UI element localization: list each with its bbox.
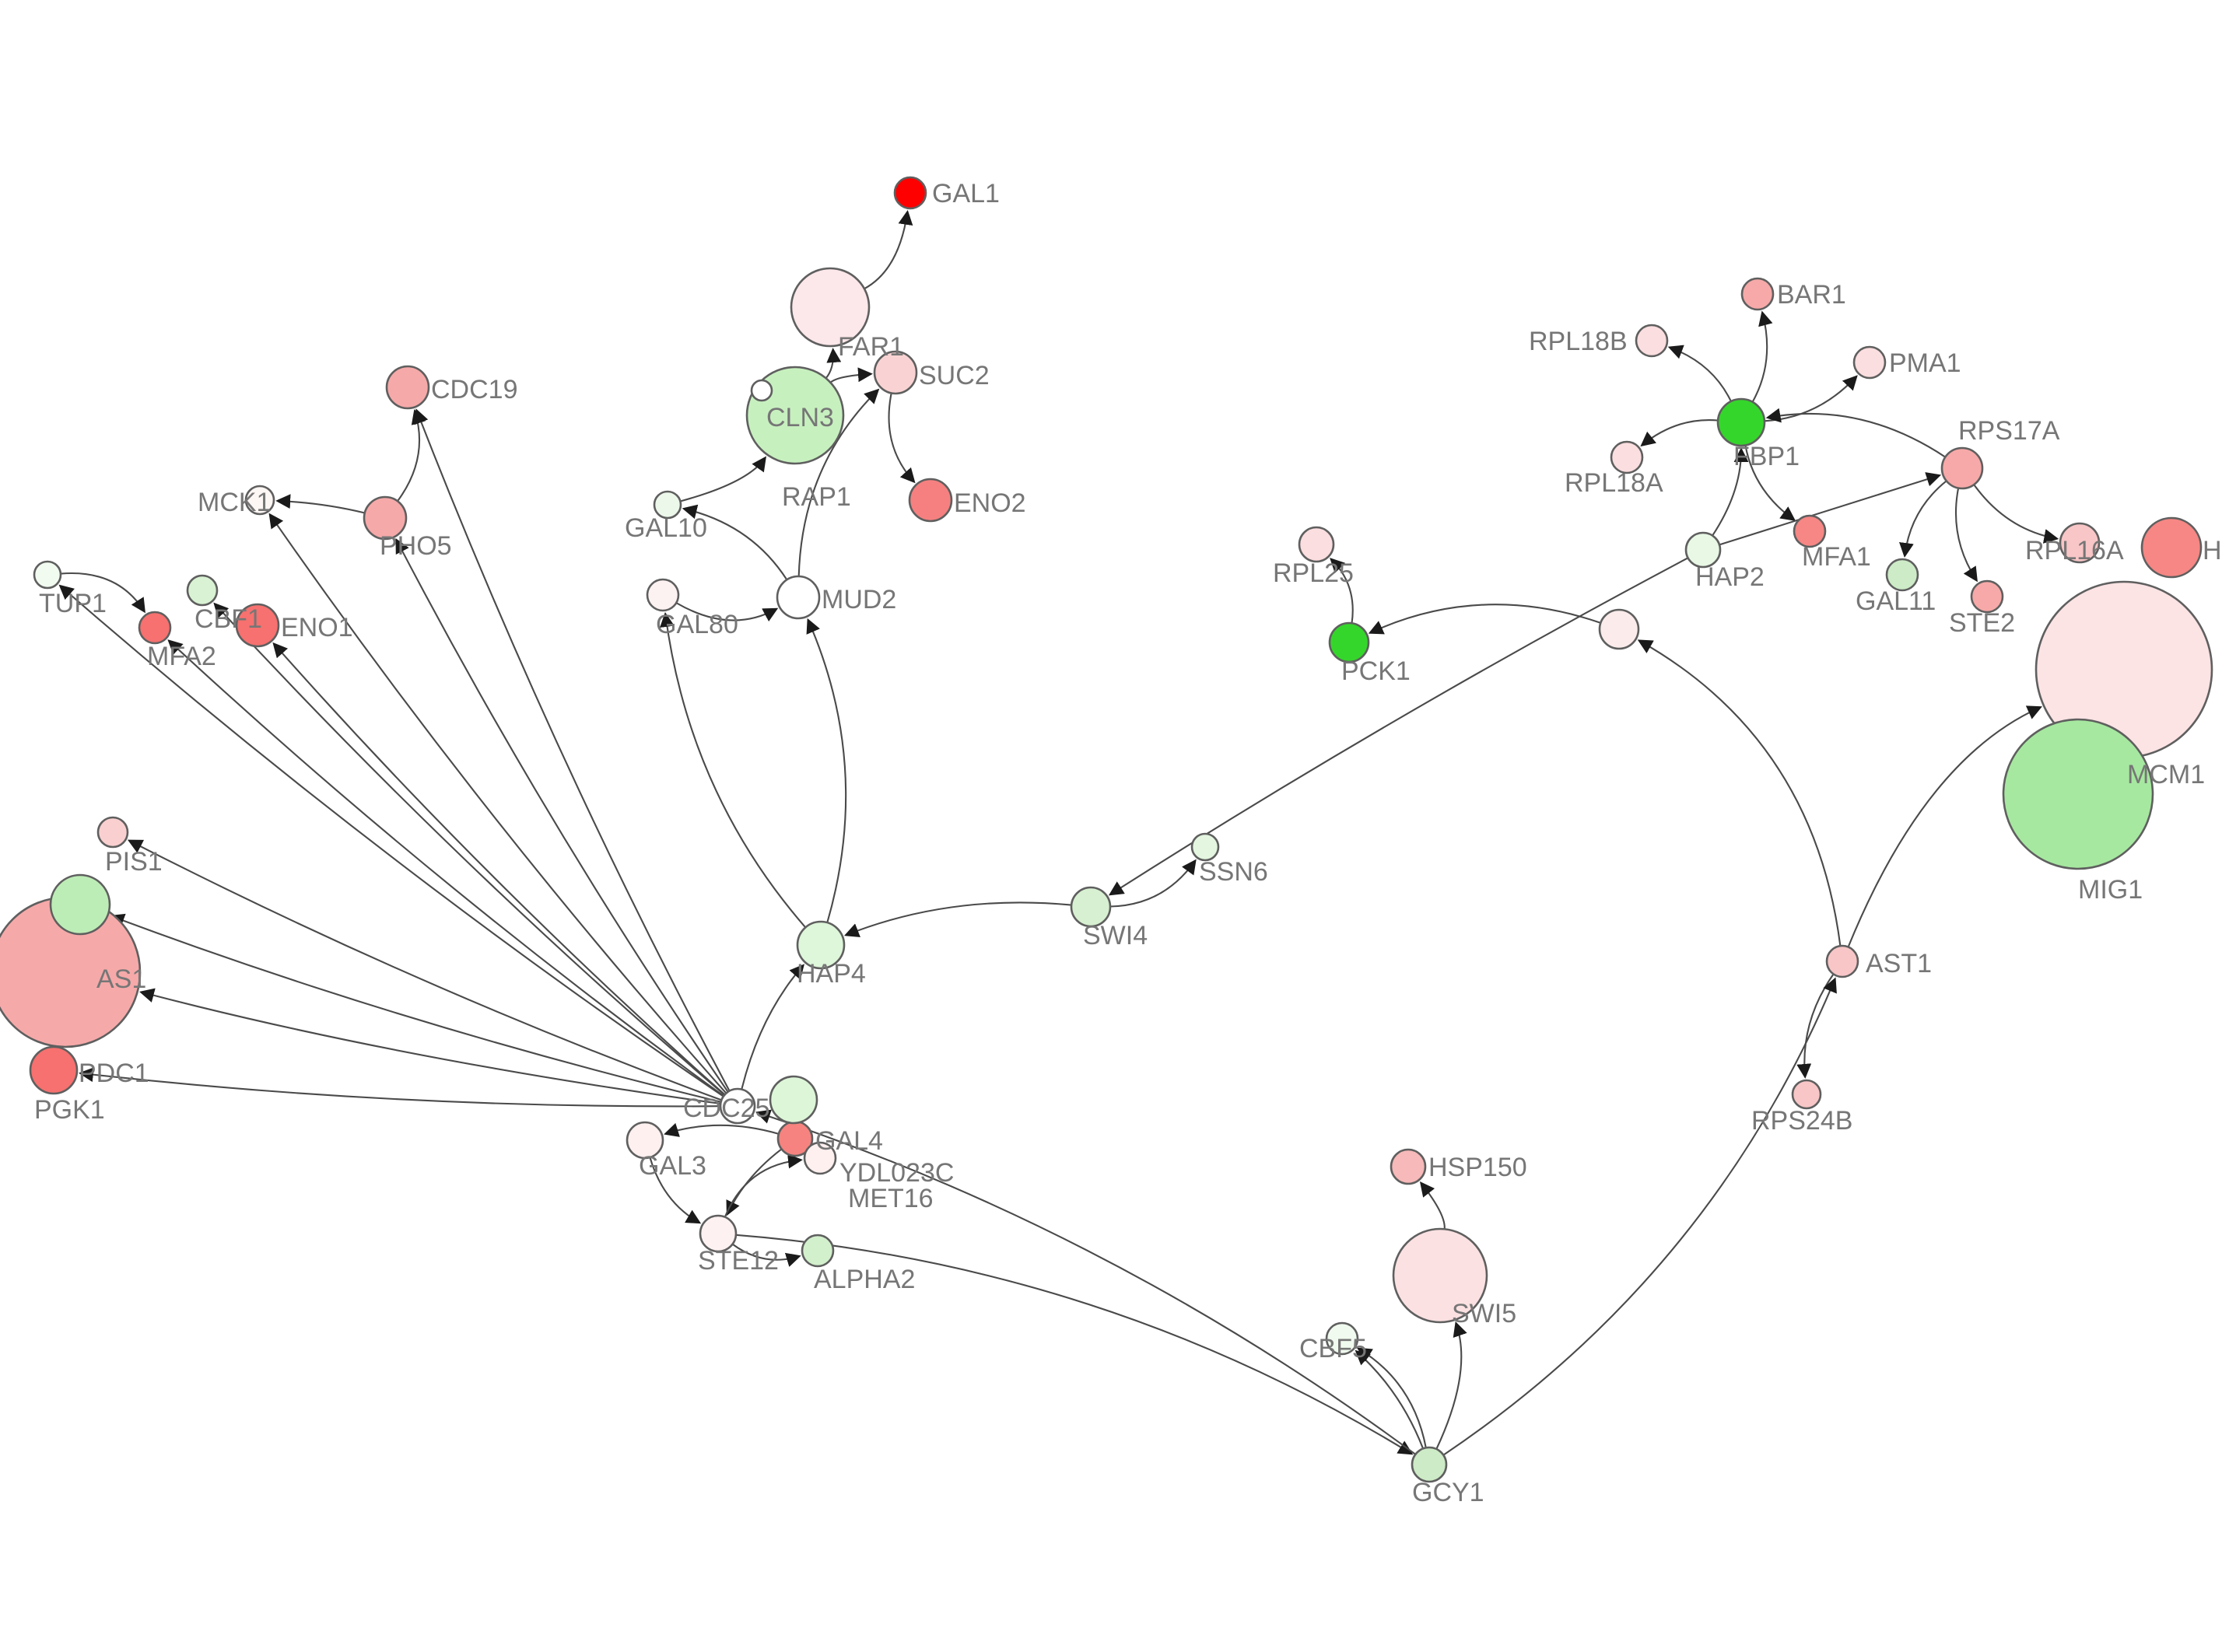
svg-text:SWI5: SWI5 [1452, 1299, 1516, 1328]
svg-text:HAP2: HAP2 [1695, 562, 1765, 592]
svg-text:PHO5: PHO5 [380, 531, 452, 561]
svg-text:GAL1: GAL1 [932, 179, 1000, 208]
svg-text:PDC1: PDC1 [79, 1059, 149, 1088]
svg-text:ALPHA2: ALPHA2 [814, 1265, 915, 1294]
svg-text:PIS1: PIS1 [105, 847, 163, 877]
svg-text:CDC19: CDC19 [431, 375, 517, 404]
svg-text:RAP1: RAP1 [782, 482, 851, 512]
svg-text:MFA1: MFA1 [1802, 542, 1871, 572]
svg-text:GCY1: GCY1 [1412, 1478, 1484, 1507]
svg-text:TUP1: TUP1 [39, 589, 107, 618]
svg-text:PCK1: PCK1 [1341, 656, 1411, 686]
svg-text:SWI4: SWI4 [1083, 921, 1148, 950]
svg-text:PMA1: PMA1 [1889, 348, 1961, 378]
svg-text:SUC2: SUC2 [919, 361, 990, 390]
svg-text:GAL11: GAL11 [1856, 586, 1936, 616]
svg-text:RPS24B: RPS24B [1751, 1106, 1852, 1136]
svg-text:MIG1: MIG1 [2078, 875, 2143, 905]
svg-text:MUD2: MUD2 [822, 585, 896, 614]
svg-text:ENO2: ENO2 [954, 488, 1026, 518]
svg-text:RPS17A: RPS17A [1958, 416, 2060, 446]
svg-text:STE2: STE2 [1949, 608, 2015, 638]
svg-text:AST1: AST1 [1866, 949, 1932, 978]
svg-text:RPL18B: RPL18B [1529, 327, 1628, 356]
svg-text:RPL25: RPL25 [1273, 558, 1354, 588]
svg-text:MET16: MET16 [848, 1184, 934, 1213]
svg-text:MFA2: MFA2 [147, 642, 216, 671]
svg-text:STE12: STE12 [698, 1246, 779, 1276]
svg-text:FBP1: FBP1 [1733, 442, 1800, 471]
svg-text:RPL18A: RPL18A [1565, 468, 1663, 498]
svg-text:GAL4: GAL4 [815, 1126, 883, 1156]
svg-text:ENO1: ENO1 [281, 613, 353, 642]
svg-text:BAR1: BAR1 [1777, 280, 1846, 310]
svg-text:MCK1: MCK1 [198, 488, 271, 517]
svg-text:CBF5: CBF5 [1299, 1334, 1367, 1363]
svg-text:HAP4: HAP4 [797, 959, 866, 989]
svg-text:RPL16A: RPL16A [2025, 536, 2124, 565]
svg-text:GAL80: GAL80 [656, 610, 738, 639]
svg-text:CDC25: CDC25 [683, 1094, 769, 1123]
svg-text:CBF1: CBF1 [195, 604, 262, 634]
svg-text:HSP150: HSP150 [1428, 1153, 1527, 1182]
svg-text:HIS4: HIS4 [2203, 536, 2222, 565]
svg-text:AS1: AS1 [96, 964, 146, 994]
svg-text:PGK1: PGK1 [34, 1095, 105, 1125]
svg-text:GAL3: GAL3 [639, 1151, 706, 1181]
svg-text:SSN6: SSN6 [1199, 857, 1268, 887]
svg-text:FAR1: FAR1 [838, 332, 904, 362]
svg-text:CLN3: CLN3 [766, 403, 834, 432]
svg-text:MCM1: MCM1 [2127, 760, 2205, 789]
svg-text:GAL10: GAL10 [625, 513, 707, 543]
